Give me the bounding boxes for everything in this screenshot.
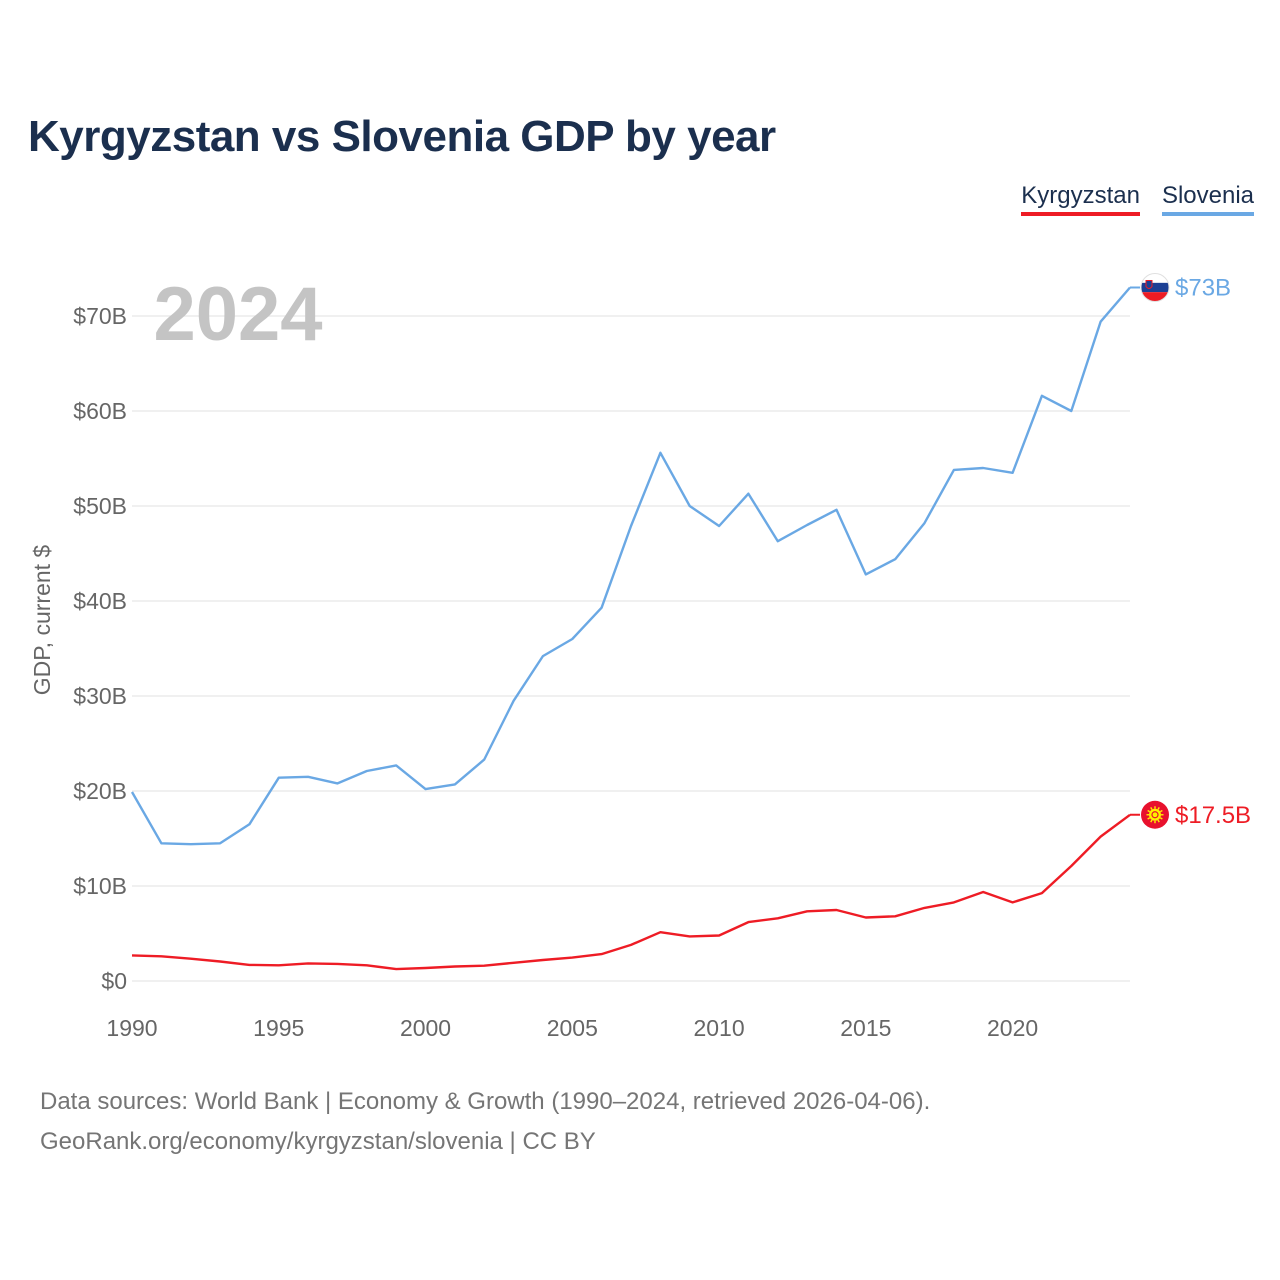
series-line-kyrgyzstan	[131, 813, 1131, 971]
x-tick-label: 1990	[106, 1015, 157, 1041]
x-tick-label: 2000	[400, 1015, 451, 1041]
legend: Kyrgyzstan Slovenia	[1021, 182, 1254, 216]
y-tick-label: $50B	[73, 493, 127, 519]
x-tick-label: 2020	[987, 1015, 1038, 1041]
footer-link[interactable]: GeoRank.org/economy/kyrgyzstan/slovenia …	[40, 1128, 596, 1155]
y-tick-label: $10B	[73, 873, 127, 899]
legend-item-slovenia[interactable]: Slovenia	[1161, 182, 1254, 216]
legend-item-kyrgyzstan[interactable]: Kyrgyzstan	[1021, 182, 1140, 216]
y-tick-label: $0	[101, 968, 127, 994]
series-end-markers: $73B $17.5B	[1130, 273, 1251, 829]
end-label-kyrgyzstan: $17.5B	[1175, 802, 1251, 829]
series-group	[130, 286, 1131, 971]
y-tick-label: $20B	[73, 778, 127, 804]
y-axis-label: GDP, current $	[29, 545, 55, 696]
y-tick-label: $70B	[73, 303, 127, 329]
grid-lines	[132, 315, 1130, 982]
y-axis-ticks: $0 $10B $20B $30B $40B $50B $60B $70B	[73, 303, 127, 994]
series-line-slovenia	[130, 286, 1131, 846]
x-tick-label: 2015	[840, 1015, 891, 1041]
x-tick-label: 2010	[693, 1015, 744, 1041]
footer: Data sources: World Bank | Economy & Gro…	[40, 1082, 930, 1162]
y-tick-label: $40B	[73, 588, 127, 614]
x-axis-ticks: 1990 1995 2000 2005 2010 2015 2020	[106, 1015, 1038, 1041]
x-tick-label: 1995	[253, 1015, 304, 1041]
slovenia-flag-icon	[1140, 273, 1170, 302]
end-label-slovenia: $73B	[1175, 275, 1231, 302]
year-overlay: 2024	[153, 272, 322, 357]
chart-title: Kyrgyzstan vs Slovenia GDP by year	[28, 112, 776, 161]
footer-source: Data sources: World Bank | Economy & Gro…	[40, 1088, 931, 1115]
kyrgyzstan-flag-icon	[1141, 800, 1169, 829]
y-tick-label: $60B	[73, 398, 127, 424]
y-tick-label: $30B	[73, 683, 127, 709]
x-tick-label: 2005	[547, 1015, 598, 1041]
